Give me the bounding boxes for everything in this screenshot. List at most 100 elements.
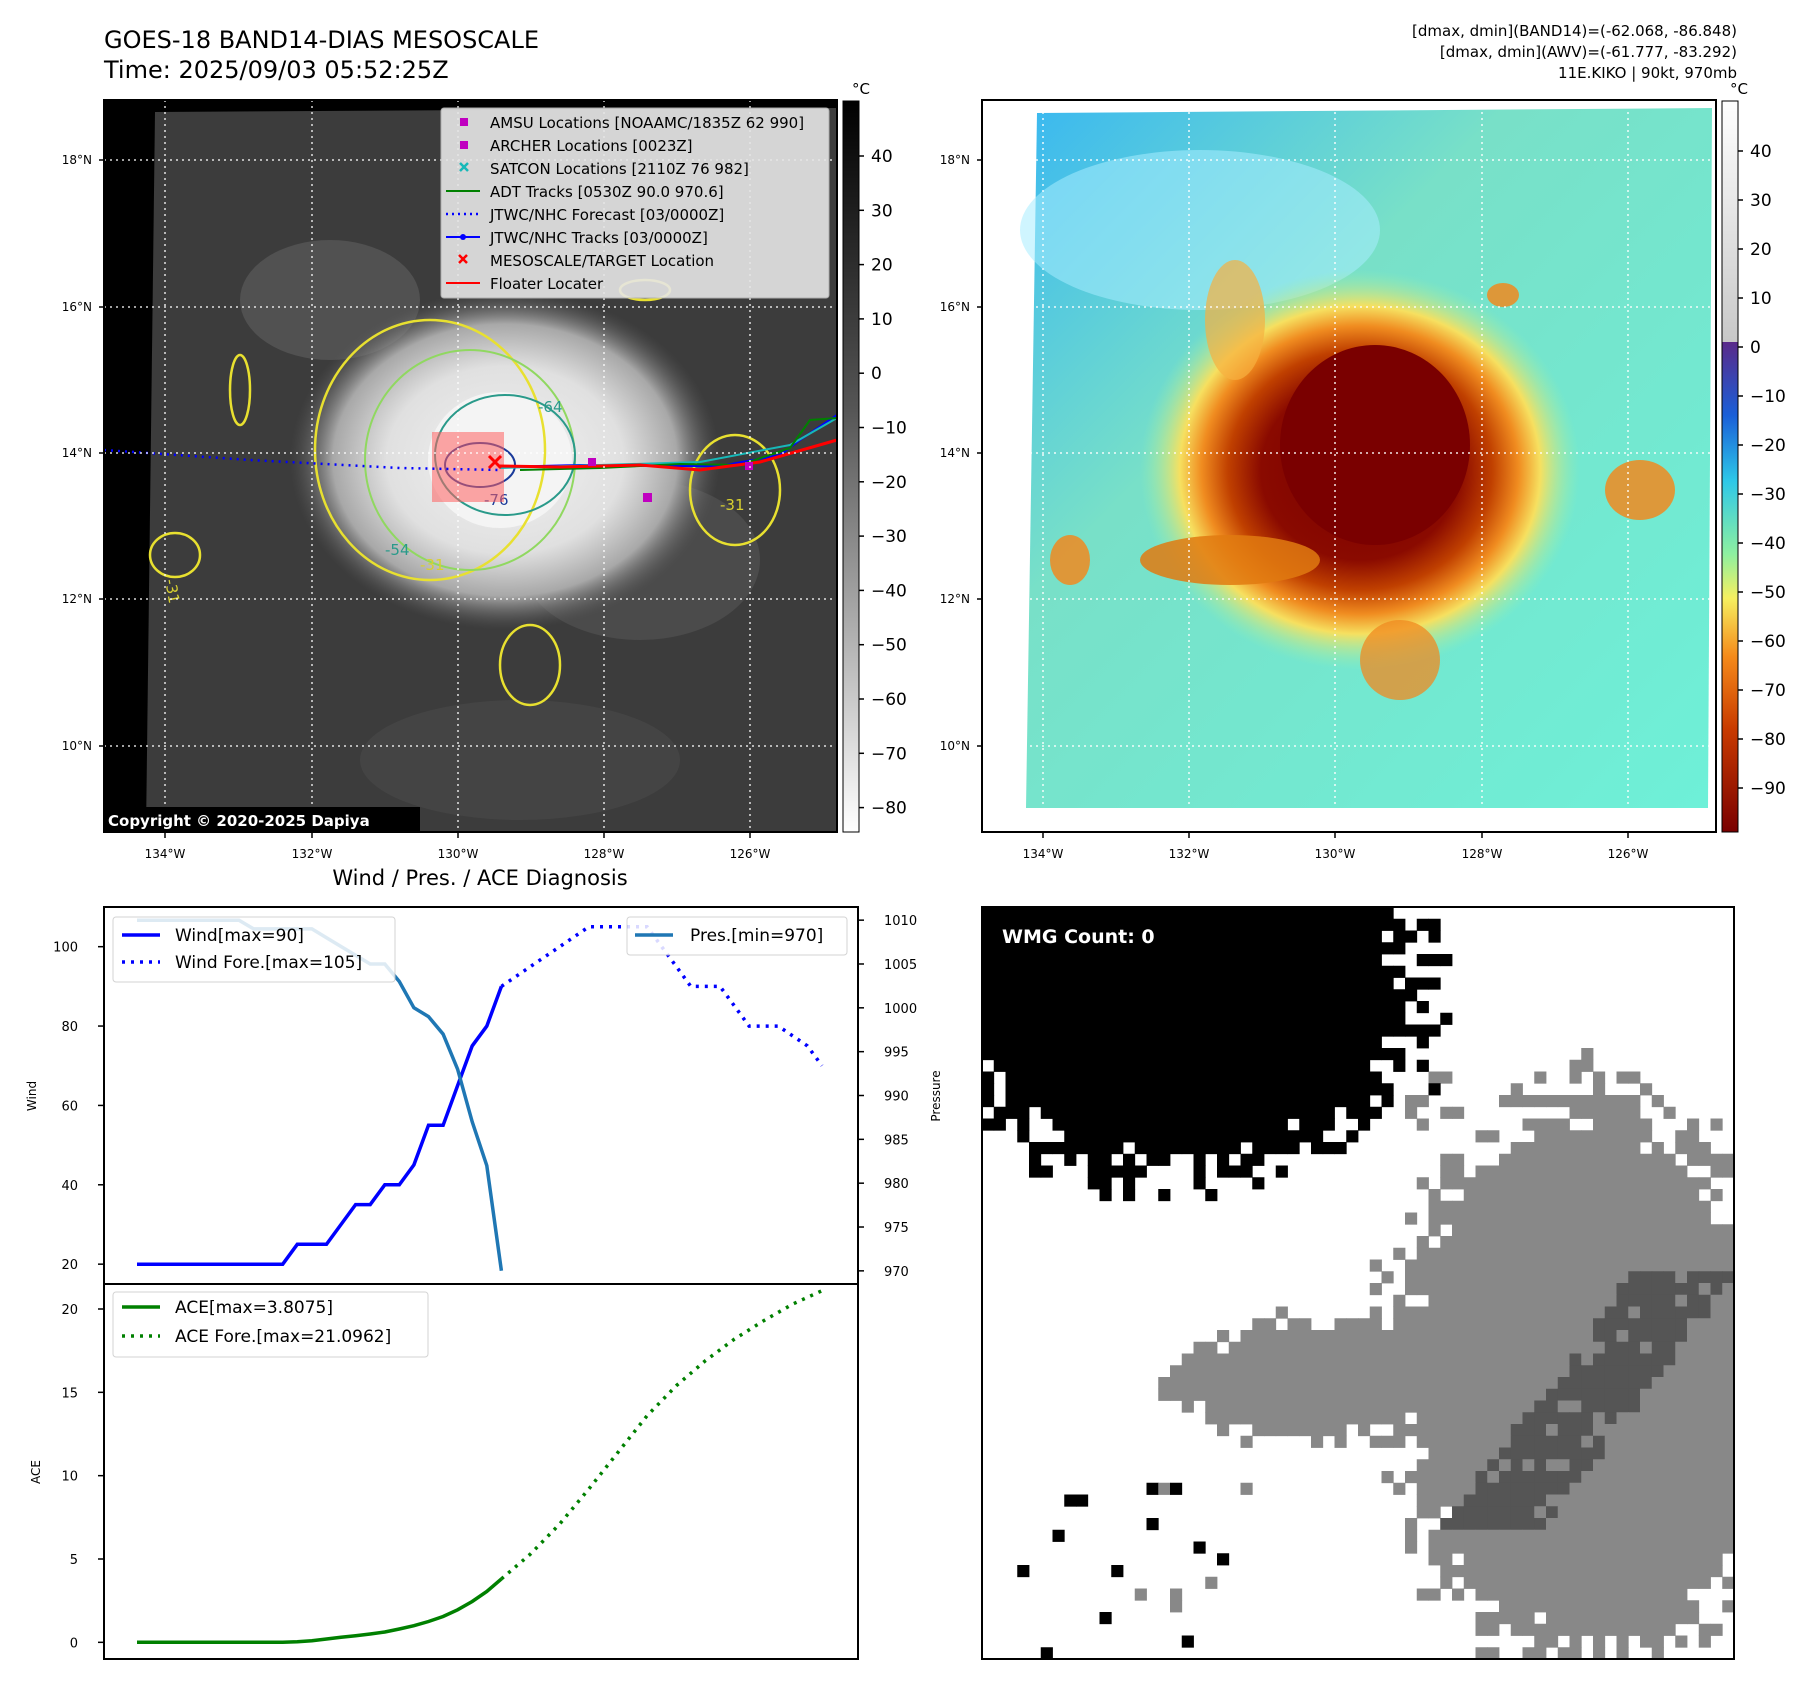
wmg-cell — [1346, 930, 1359, 943]
wmg-cell — [982, 1083, 995, 1096]
wmg-cell — [1593, 1330, 1606, 1343]
wmg-cell — [993, 918, 1006, 931]
wmg-cell — [1158, 1106, 1171, 1119]
wmg-cell — [1698, 1365, 1711, 1378]
wmg-cell — [1640, 1165, 1653, 1178]
wmg-cell — [1076, 1118, 1089, 1131]
wmg-cell — [1228, 1012, 1241, 1025]
wmg-cell — [1428, 1541, 1441, 1554]
wmg-cell — [1311, 1388, 1324, 1401]
wmg-cell — [1569, 1071, 1582, 1084]
wmg-cell — [1181, 1001, 1194, 1014]
wmg-cell — [1393, 1012, 1406, 1025]
wmg-cell — [1275, 1341, 1288, 1354]
wmg-cell — [1252, 1400, 1265, 1413]
wmg-cell — [1569, 1518, 1582, 1531]
wmg-cell — [1475, 1377, 1488, 1390]
wmg-cell — [1557, 1400, 1570, 1413]
wmg-cell — [1487, 1224, 1500, 1237]
wmg-cell — [1440, 1424, 1453, 1437]
wmg-cell — [1181, 1130, 1194, 1143]
wmg-cell — [1205, 1189, 1218, 1202]
colorbar-tick-label: −40 — [871, 581, 907, 601]
lat-tick-label: 16°N — [62, 300, 92, 314]
wmg-cell — [1428, 1330, 1441, 1343]
wmg-cell — [1228, 1036, 1241, 1049]
wmg-cell — [1557, 1247, 1570, 1260]
wmg-cell — [1346, 1341, 1359, 1354]
wmg-cell — [1499, 1494, 1512, 1507]
wmg-cell — [1134, 1130, 1147, 1143]
wmg-cell — [1510, 1400, 1523, 1413]
wmg-cell — [1346, 918, 1359, 931]
wmg-cell — [1205, 1341, 1218, 1354]
wmg-cell — [1687, 1412, 1700, 1425]
wmg-cell — [1487, 1482, 1500, 1495]
wmg-cell — [1593, 1071, 1606, 1084]
wmg-cell — [1452, 1424, 1465, 1437]
wmg-cell — [1651, 1318, 1664, 1331]
info-line1: [dmax, dmin](BAND14)=(-62.068, -86.848) — [1412, 22, 1737, 40]
wmg-cell — [1123, 1059, 1136, 1072]
wmg-cell — [1722, 1529, 1735, 1542]
wmg-cell — [1687, 1600, 1700, 1613]
wmg-cell — [1064, 1048, 1077, 1061]
wmg-cell — [1675, 1518, 1688, 1531]
wmg-cell — [1534, 1576, 1547, 1589]
wmg-cell — [1029, 989, 1042, 1002]
wmg-cell — [1311, 930, 1324, 943]
wmg-cell — [1663, 1412, 1676, 1425]
wmg-cell — [1593, 1341, 1606, 1354]
wmg-cell — [1252, 1118, 1265, 1131]
wmg-cell — [1663, 1365, 1676, 1378]
wmg-cell — [1710, 1388, 1723, 1401]
wmg-cell — [1264, 1012, 1277, 1025]
wmg-cell — [1557, 1153, 1570, 1166]
wmg-cell — [1170, 1095, 1183, 1108]
wmg-cell — [1546, 1200, 1559, 1213]
wmg-cell — [1722, 1236, 1735, 1249]
ace-ylabel: ACE — [29, 1460, 43, 1484]
wmg-grid-cells — [982, 907, 1735, 1660]
wmg-cell — [1710, 1365, 1723, 1378]
wmg-cell — [1299, 1330, 1312, 1343]
wmg-cell — [1616, 1118, 1629, 1131]
wmg-cell — [1452, 1106, 1465, 1119]
wmg-cell — [1005, 930, 1018, 943]
wmg-cell — [1334, 1048, 1347, 1061]
wmg-cell — [1722, 1518, 1735, 1531]
wmg-cell — [1581, 1306, 1594, 1319]
wmg-cell — [1334, 1400, 1347, 1413]
wmg-cell — [1346, 1365, 1359, 1378]
wmg-cell — [1181, 907, 1194, 920]
wmg-cell — [1040, 1012, 1053, 1025]
wmg-cell — [1722, 1506, 1735, 1519]
wmg-cell — [1698, 1494, 1711, 1507]
wmg-cell — [1322, 954, 1335, 967]
wmg-cell — [1217, 907, 1230, 920]
wmg-cell — [1569, 1471, 1582, 1484]
wmg-cell — [1287, 1412, 1300, 1425]
wmg-cell — [1381, 1095, 1394, 1108]
wmg-cell — [1522, 1224, 1535, 1237]
wmg-cell — [1675, 1576, 1688, 1589]
wmg-cell — [1616, 1388, 1629, 1401]
wmg-cell — [1311, 1012, 1324, 1025]
wmg-cell — [1463, 1459, 1476, 1472]
wmg-cell — [1264, 1036, 1277, 1049]
wmg-cell — [1557, 1623, 1570, 1636]
wmg-cell — [1170, 989, 1183, 1002]
wmg-cell — [1275, 1012, 1288, 1025]
wmg-cell — [1252, 1036, 1265, 1049]
wmg-cell — [1381, 918, 1394, 931]
wmg-cell — [1640, 1553, 1653, 1566]
wmg-cell — [1569, 1247, 1582, 1260]
wmg-cell — [1146, 954, 1159, 967]
wmg-cell — [1463, 1400, 1476, 1413]
wmg-cell — [1017, 1036, 1030, 1049]
wmg-cell — [1123, 942, 1136, 955]
wmg-cell — [1017, 1083, 1030, 1096]
wmg-cell — [1534, 1471, 1547, 1484]
wmg-cell — [1264, 989, 1277, 1002]
wmg-cell — [1440, 1341, 1453, 1354]
